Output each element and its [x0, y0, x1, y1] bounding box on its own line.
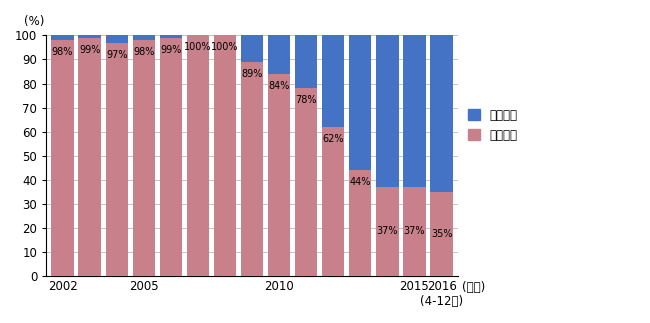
Text: 98%: 98% — [133, 47, 155, 57]
Bar — [133, 36, 155, 40]
Bar — [51, 40, 73, 276]
Bar — [322, 127, 344, 276]
Bar — [268, 36, 290, 74]
Text: 35%: 35% — [431, 229, 452, 239]
Bar — [404, 187, 426, 276]
Text: (%): (%) — [23, 15, 44, 28]
Text: 98%: 98% — [52, 47, 73, 57]
Bar — [105, 36, 128, 43]
Text: 84%: 84% — [268, 81, 290, 91]
Bar — [295, 89, 317, 276]
Bar — [376, 187, 398, 276]
Bar — [430, 36, 452, 192]
Text: 100%: 100% — [211, 43, 239, 52]
Legend: 海外生産, 国内生産: 海外生産, 国内生産 — [468, 109, 517, 142]
Bar — [295, 36, 317, 89]
Bar — [79, 38, 101, 276]
Bar — [322, 36, 344, 127]
Bar — [404, 36, 426, 187]
Bar — [268, 74, 290, 276]
Text: 62%: 62% — [322, 134, 344, 144]
Bar — [349, 170, 371, 276]
Bar — [160, 38, 182, 276]
Bar — [241, 62, 263, 276]
Text: 44%: 44% — [350, 177, 371, 187]
Text: 99%: 99% — [79, 45, 100, 55]
Text: 37%: 37% — [376, 226, 398, 236]
Text: 100%: 100% — [184, 43, 212, 52]
Bar — [51, 36, 73, 40]
Bar — [376, 36, 398, 187]
Text: (年度): (年度) — [462, 281, 485, 294]
Text: 78%: 78% — [296, 95, 317, 105]
Bar — [241, 36, 263, 62]
Bar — [79, 36, 101, 38]
Bar — [214, 36, 236, 276]
Bar — [160, 36, 182, 38]
Text: 37%: 37% — [404, 226, 425, 236]
Bar — [349, 36, 371, 170]
Text: 99%: 99% — [160, 45, 181, 55]
Bar — [105, 43, 128, 276]
Text: 97%: 97% — [106, 50, 127, 60]
Text: 89%: 89% — [241, 69, 263, 79]
Bar — [430, 192, 452, 276]
Bar — [187, 36, 209, 276]
Bar — [133, 40, 155, 276]
